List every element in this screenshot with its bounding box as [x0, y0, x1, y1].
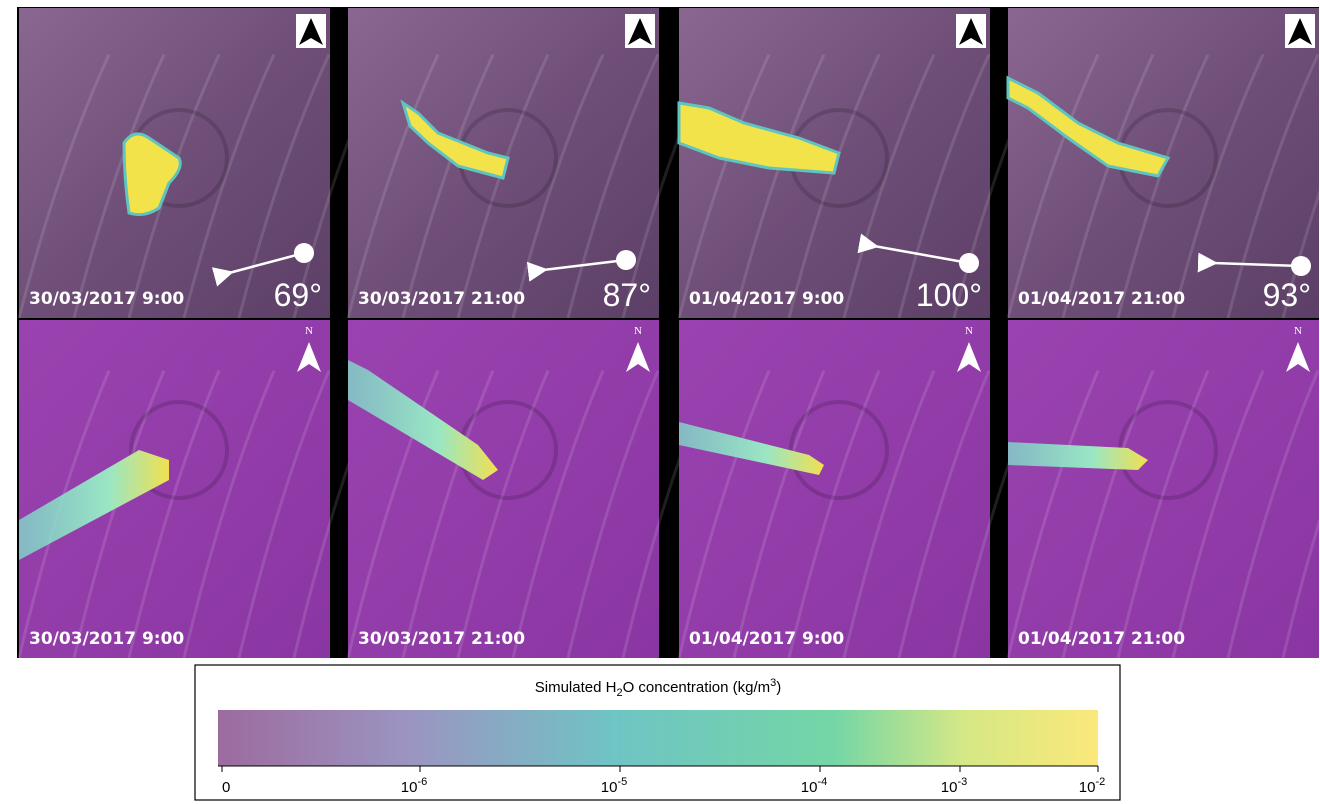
- wind-origin: [1291, 256, 1311, 276]
- tick-exponent: -6: [417, 776, 427, 788]
- wind-angle: 100°: [916, 277, 982, 313]
- wind-angle: 69°: [274, 277, 322, 313]
- north-label: N: [1294, 325, 1302, 337]
- map-panel: 30/03/2017 9:00 69°: [19, 8, 384, 318]
- colorbar-tick-label: 0: [222, 779, 230, 796]
- map-panel: 01/04/2017 21:00 N: [1008, 320, 1320, 658]
- tick-base: 10: [601, 779, 618, 796]
- tick-base: 10: [1079, 779, 1096, 796]
- map-panel: 01/04/2017 9:00 100°: [679, 8, 1044, 318]
- date-label: 01/04/2017 21:00: [1018, 629, 1185, 649]
- date-label: 30/03/2017 21:00: [358, 289, 525, 309]
- wind-origin: [959, 253, 979, 273]
- map-panel: 30/03/2017 9:00 N: [19, 320, 384, 658]
- wind-angle: 87°: [603, 277, 651, 313]
- tick-exponent: -2: [1095, 776, 1105, 788]
- tick-base: 0: [222, 779, 230, 796]
- north-label: N: [305, 325, 313, 337]
- tick-exponent: -5: [617, 776, 627, 788]
- tick-base: 10: [401, 779, 418, 796]
- north-label: N: [965, 325, 973, 337]
- date-label: 30/03/2017 21:00: [358, 629, 525, 649]
- tick-exponent: -3: [957, 776, 967, 788]
- tick-base: 10: [801, 779, 818, 796]
- wind-angle: 93°: [1263, 277, 1311, 313]
- date-label: 30/03/2017 9:00: [29, 629, 184, 649]
- tick-base: 10: [941, 779, 958, 796]
- figure: 30/03/2017 9:00 69° 30/03/2017 21:00 87° 01/…: [0, 0, 1320, 804]
- map-panel: 01/04/2017 21:00 93°: [1008, 8, 1320, 318]
- map-panel: 30/03/2017 21:00 N: [348, 320, 713, 658]
- tick-exponent: -4: [817, 776, 827, 788]
- wind-origin: [294, 243, 314, 263]
- page: {"top_row": {"panels": [ {"date": "30/03…: [0, 0, 1320, 804]
- date-label: 01/04/2017 9:00: [689, 289, 844, 309]
- north-label: N: [634, 325, 642, 337]
- date-label: 30/03/2017 9:00: [29, 289, 184, 309]
- wind-origin: [616, 250, 636, 270]
- map-panel: 01/04/2017 9:00 N: [679, 320, 1044, 658]
- date-label: 01/04/2017 21:00: [1018, 289, 1185, 309]
- map-panel: 30/03/2017 21:00 87°: [348, 8, 713, 318]
- legend-title: Simulated H2O concentration (kg/m3): [535, 677, 782, 699]
- date-label: 01/04/2017 9:00: [689, 629, 844, 649]
- colorbar: [218, 710, 1098, 766]
